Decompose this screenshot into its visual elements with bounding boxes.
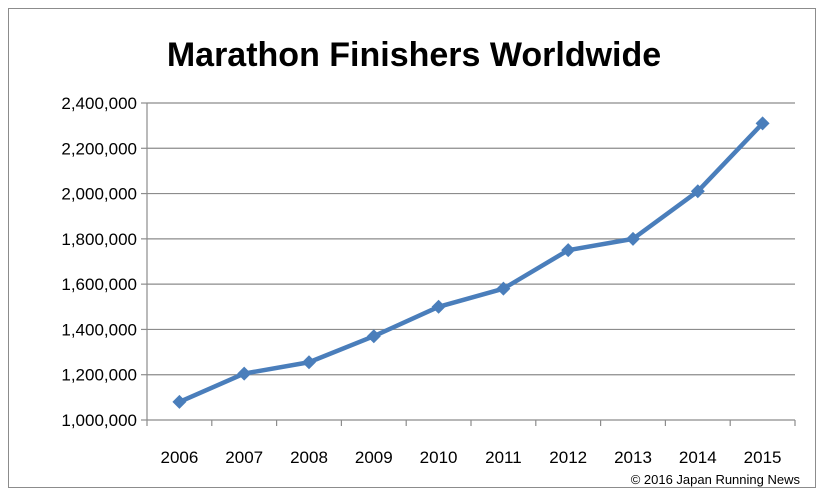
y-tick-label: 2,200,000 — [61, 139, 137, 158]
y-tick-labels: 1,000,000 1,200,000 1,400,000 1,600,000 1,80… — [61, 94, 137, 430]
x-tick-label: 2006 — [160, 448, 198, 467]
x-tick-label: 2011 — [485, 448, 522, 467]
x-tick-labels: 2006 2007 2008 2009 2010 2011 2012 2013 2014 2015 — [160, 448, 781, 467]
data-point-marker — [626, 231, 640, 246]
y-tick-label: 1,000,000 — [61, 411, 137, 430]
data-point-marker — [172, 394, 187, 409]
credit-text: © 2016 Japan Running News — [631, 472, 801, 487]
x-tick-label: 2009 — [355, 448, 393, 467]
data-point-marker — [690, 184, 705, 199]
y-tick-label: 1,400,000 — [61, 320, 137, 339]
y-tick-label: 1,800,000 — [61, 230, 137, 249]
x-tick-label: 2015 — [744, 448, 782, 467]
axis-layer — [141, 102, 796, 426]
series-line — [177, 121, 765, 405]
x-tick-label: 2007 — [225, 448, 263, 467]
chart-title: Marathon Finishers Worldwide — [167, 36, 661, 74]
data-point-marker — [431, 299, 446, 314]
data-point-marker — [237, 366, 252, 381]
y-tick-label: 1,200,000 — [61, 366, 137, 385]
x-tick-label: 2013 — [614, 448, 652, 467]
y-tick-label: 2,000,000 — [61, 185, 137, 204]
series-layer — [172, 116, 770, 409]
data-point-marker — [561, 243, 576, 258]
grid-layer — [147, 102, 795, 376]
chart-frame — [8, 8, 816, 488]
x-tick-label: 2010 — [420, 448, 458, 467]
x-tick-label: 2008 — [290, 448, 328, 467]
x-tick-label: 2014 — [679, 448, 717, 467]
y-tick-label: 1,600,000 — [61, 275, 137, 294]
x-tick-label: 2012 — [549, 448, 587, 467]
data-point-marker — [755, 116, 770, 131]
y-tick-label: 2,400,000 — [61, 94, 137, 113]
data-point-marker — [302, 355, 316, 370]
data-point-marker — [496, 281, 511, 296]
data-point-marker — [366, 329, 381, 344]
